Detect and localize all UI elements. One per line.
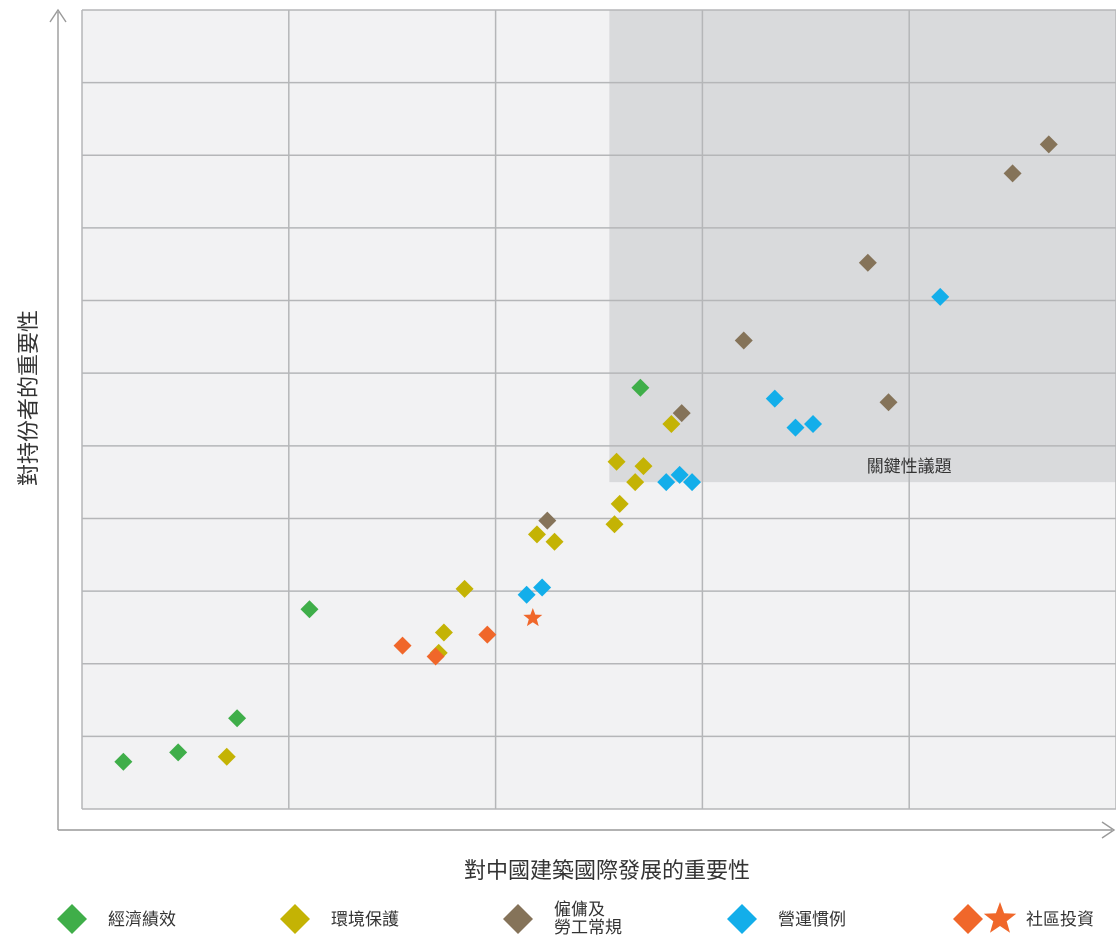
data-point <box>662 415 681 434</box>
legend-marker <box>727 904 757 934</box>
data-point <box>610 494 629 513</box>
legend-label-line: 營運慣例 <box>778 910 846 930</box>
data-point <box>426 647 445 666</box>
data-point <box>455 579 474 598</box>
data-point <box>786 418 805 437</box>
legend-marker <box>57 904 87 934</box>
data-point <box>533 578 552 597</box>
data-point <box>217 747 236 766</box>
legend-marker-star <box>983 902 1017 933</box>
data-point <box>1003 164 1022 183</box>
data-point <box>434 623 453 642</box>
data-points <box>114 135 1058 771</box>
legend-marker <box>280 904 310 934</box>
data-point <box>517 585 536 604</box>
legend-label: 經濟績效 <box>108 910 176 930</box>
key-issues-label: 關鍵性議題 <box>867 457 952 477</box>
data-point <box>478 625 497 644</box>
key-issues-region <box>609 10 1116 483</box>
legend: 經濟績效 環境保護 僱傭及勞工常規 營運慣例 社區投資 <box>57 900 1094 938</box>
data-point <box>858 253 877 272</box>
x-axis-label: 對中國建築國際發展的重要性 <box>464 859 750 884</box>
axes <box>49 8 1116 839</box>
data-point <box>765 389 784 408</box>
data-point <box>626 473 645 492</box>
data-point <box>683 473 702 492</box>
data-point <box>538 511 557 530</box>
legend-label-line: 社區投資 <box>1026 910 1094 930</box>
data-point <box>393 636 412 655</box>
grid-lines <box>81 9 1116 810</box>
y-axis-arrow <box>49 8 67 23</box>
legend-label: 環境保護 <box>331 910 399 930</box>
legend-label-line: 環境保護 <box>331 910 399 930</box>
data-point <box>1039 135 1058 154</box>
legend-label: 營運慣例 <box>778 910 846 930</box>
data-point <box>631 378 650 397</box>
data-point <box>804 415 823 434</box>
legend-label-line: 僱傭及 <box>554 900 605 920</box>
x-axis-arrow <box>1101 821 1116 839</box>
key-issues-area <box>609 10 1116 483</box>
legend-marker <box>953 904 983 934</box>
data-point <box>879 393 898 412</box>
data-point <box>545 532 564 551</box>
data-point <box>114 752 133 771</box>
data-point <box>169 743 188 762</box>
data-point <box>228 709 247 728</box>
legend-marker <box>503 904 533 934</box>
data-point <box>527 525 546 544</box>
data-point <box>672 404 691 423</box>
legend-label: 社區投資 <box>1026 910 1094 930</box>
data-point <box>734 331 753 350</box>
data-point <box>670 465 689 484</box>
data-point <box>607 452 626 471</box>
legend-label: 僱傭及勞工常規 <box>554 900 622 938</box>
y-axis-label: 對持份者的重要性 <box>17 310 42 486</box>
data-point <box>300 600 319 619</box>
legend-label-line: 經濟績效 <box>108 910 176 930</box>
data-point <box>634 457 653 476</box>
data-point-star <box>523 608 543 627</box>
data-point <box>657 473 676 492</box>
data-point <box>605 515 624 534</box>
legend-label-line: 勞工常規 <box>554 918 622 938</box>
data-point <box>931 287 950 306</box>
